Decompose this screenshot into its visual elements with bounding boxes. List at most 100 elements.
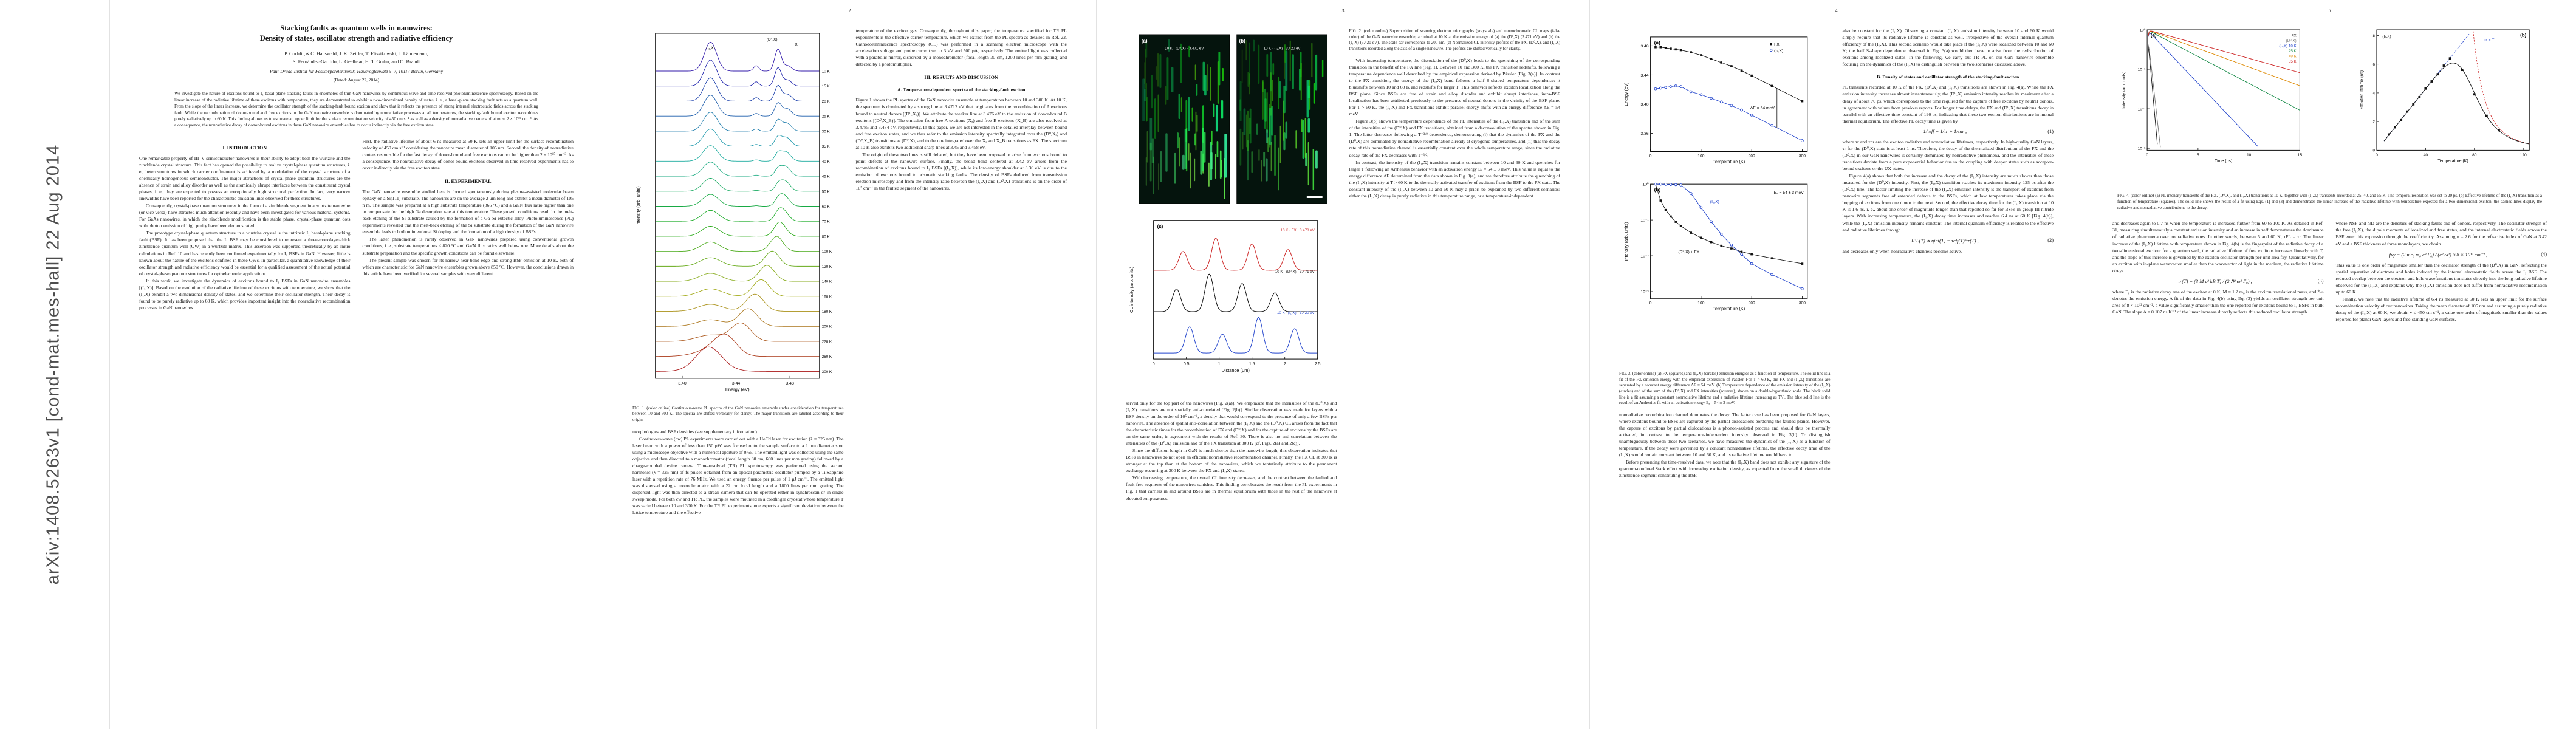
svg-text:10⁰: 10⁰ (1642, 182, 1649, 187)
svg-text:180 K: 180 K (822, 310, 832, 314)
svg-text:Effective lifetime (ns): Effective lifetime (ns) (2360, 70, 2364, 110)
arxiv-watermark: arXiv:1408.5263v1 [cond-mat.mes-hall] 22… (43, 144, 63, 585)
svg-text:1: 1 (1218, 362, 1221, 366)
paragraph: PL transients recorded at 10 K of the FX… (1842, 84, 2054, 124)
svg-text:25 K: 25 K (2289, 49, 2297, 53)
svg-text:35 K: 35 K (822, 145, 831, 149)
svg-text:0: 0 (2146, 153, 2148, 157)
paragraph: Figure 4(a) shows that both the increase… (1842, 173, 2054, 233)
figure-4-block: FX (D⁰,X) (I₁,X) 10 K 25 K 40 K 55 K 0 5 10 15 10⁰… (2117, 19, 2542, 211)
svg-text:10 K · (I₁,X) · 3.420 eV: 10 K · (I₁,X) · 3.420 eV (1277, 311, 1315, 315)
svg-text:10 K · (D⁰,X) · 3.471 eV: 10 K · (D⁰,X) · 3.471 eV (1275, 270, 1315, 274)
figure-1-pl-spectra: 10 K 15 K 20 K 25 K 30 K 35 K 40 K 45 K 50 K 60 K… (635, 33, 832, 392)
page-1: Stacking faults as quantum wells in nano… (109, 0, 603, 729)
svg-text:6: 6 (2373, 63, 2376, 67)
svg-text:100 K: 100 K (822, 250, 832, 254)
svg-text:3.36: 3.36 (1641, 132, 1649, 136)
figure-3-energies-and-intensities: 3.36 3.40 3.44 3.48 0 100 200 300 Temperature (K… (1623, 36, 1808, 312)
page-2: 2 10 K 15 K 20 K 25 K 30 K 35 K 40 K 45 K 50 K 60… (603, 0, 1096, 729)
svg-text:FX: FX (2292, 33, 2297, 38)
paragraph: One remarkable property of III–V semicon… (139, 155, 351, 201)
svg-text:10 K · (D⁰,X) · 3.471 eV: 10 K · (D⁰,X) · 3.471 eV (1165, 47, 1204, 51)
section-heading-introduction: I. INTRODUCTION (222, 145, 267, 151)
svg-text:(b): (b) (2520, 32, 2527, 38)
column-left: I. INTRODUCTION One remarkable property … (139, 138, 351, 311)
svg-text:1.5: 1.5 (1249, 362, 1255, 366)
paragraph: where Γ₀ is the radiative decay rate of … (2112, 289, 2324, 315)
svg-text:300: 300 (1799, 301, 1806, 306)
svg-text:5: 5 (2197, 153, 2199, 157)
svg-text:120: 120 (2520, 153, 2527, 157)
svg-text:Energy (eV): Energy (eV) (1623, 83, 1629, 106)
page-4: 4 3.36 3.40 3.44 3.48 0 100 200 300 Temperature … (1589, 0, 2083, 729)
svg-text:(I₁,X) 10 K: (I₁,X) 10 K (2279, 44, 2297, 48)
svg-text:260 K: 260 K (822, 355, 832, 359)
equation-3-body: τr(T) = (3 M c² kB T) / (2 ℏ² ω² Γ₀) , (2177, 278, 2252, 284)
svg-text:0: 0 (2376, 153, 2378, 157)
svg-text:0.5: 0.5 (1184, 362, 1190, 366)
paragraph: also be constant for the (I₁,X). Observi… (1842, 28, 2054, 67)
svg-text:Energy (eV): Energy (eV) (725, 387, 750, 392)
paragraph: served only for the top part of the nano… (1126, 400, 1337, 446)
svg-text:200 K: 200 K (822, 325, 832, 329)
svg-text:0: 0 (1153, 362, 1155, 366)
svg-text:(D⁰,X) + FX: (D⁰,X) + FX (1678, 249, 1699, 254)
svg-text:ΔE = 54 meV: ΔE = 54 meV (1750, 106, 1775, 110)
svg-text:10⁻²: 10⁻² (2138, 107, 2146, 111)
paragraph: The origin of these two lines is still d… (855, 151, 1067, 191)
svg-text:8: 8 (2373, 34, 2376, 38)
equation-1: 1/τeff = 1/τr + 1/τnr , (1) (1843, 129, 2054, 134)
svg-text:160 K: 160 K (822, 295, 832, 299)
svg-text:(a): (a) (1142, 38, 1148, 44)
svg-text:(b): (b) (1654, 187, 1661, 193)
svg-text:(D⁰,X): (D⁰,X) (2286, 39, 2297, 43)
paragraph: and decreases only when nonradiative cha… (1842, 248, 1962, 254)
svg-text:10⁻²: 10⁻² (1640, 255, 1649, 259)
svg-text:FX: FX (1774, 43, 1780, 47)
affiliation: Paul-Drude-Institut für Festkörperelektr… (269, 69, 444, 75)
paragraph: The prototype crystal-phase quantum stru… (139, 230, 351, 276)
svg-text:Temperature (K): Temperature (K) (2437, 159, 2468, 163)
svg-text:(I₁,X): (I₁,X) (1710, 200, 1719, 204)
svg-text:2: 2 (1284, 362, 1286, 366)
subsection-heading-a: A. Temperature-dependent spectra of the … (897, 87, 1026, 93)
svg-text:2: 2 (2373, 120, 2376, 124)
svg-text:200: 200 (1749, 301, 1756, 306)
svg-text:(D⁰,X): (D⁰,X) (767, 38, 778, 42)
paper-title: Stacking faults as quantum wells in nano… (259, 24, 453, 43)
abstract: We investigate the nature of excitons bo… (174, 91, 538, 128)
paragraph: nonradiative recombination channel domin… (1619, 411, 1831, 458)
svg-text:25 K: 25 K (822, 115, 831, 119)
two-column-body: I. INTRODUCTION One remarkable property … (139, 138, 574, 311)
paragraph: Since the diffusion length in GaN is muc… (1126, 448, 1337, 474)
two-column-body: 10 K 15 K 20 K 25 K 30 K 35 K 40 K 45 K 50 K 60 K… (632, 27, 1067, 516)
paragraph: This value is one order of magnitude sma… (2335, 262, 2547, 295)
column-left: 10 K 15 K 20 K 25 K 30 K 35 K 40 K 45 K 50 K 60 K… (632, 27, 844, 516)
figure-4-transients-and-lifetimes: FX(D⁰,X)(I₁,X) 10 K25 K40 K 55 K 0 5 10 15 10⁰… (2122, 28, 2530, 163)
two-column-body: (a) 10 K · (D⁰,X) · 3.471 eV (b) 10 K · (I₁… (1126, 27, 1560, 502)
svg-text:(b): (b) (1239, 38, 1245, 44)
svg-text:200: 200 (1749, 154, 1756, 158)
paragraph: where NSF and ND are the densities of st… (2335, 221, 2547, 247)
paragraph: morphologies and BSF densities (see supp… (632, 428, 758, 434)
svg-text:Intensity (arb. units): Intensity (arb. units) (2122, 72, 2126, 109)
paragraph: Figure 1 shows the PL spectra of the GaN… (855, 97, 1067, 150)
date-line: (Dated: August 22, 2014) (333, 77, 380, 83)
svg-text:0: 0 (1649, 301, 1652, 306)
figure-2-caption: FIG. 2. (color online) Superposition of … (1349, 29, 1561, 51)
column-right: FIG. 2. (color online) Superposition of … (1349, 27, 1561, 502)
svg-text:140 K: 140 K (822, 280, 832, 284)
paragraph: With increasing temperature, the overall… (1126, 475, 1337, 501)
equation-2-body: IPL(T) ∝ ηint(T) = τeff(T)/τr(T) , (1911, 238, 1979, 244)
svg-text:80 K: 80 K (822, 234, 831, 239)
page-number: 3 (1341, 8, 1345, 13)
svg-text:10 K · FX · 3.478 eV: 10 K · FX · 3.478 eV (1281, 228, 1315, 233)
svg-text:10⁻¹: 10⁻¹ (2138, 67, 2146, 72)
svg-text:55 K: 55 K (2289, 60, 2297, 64)
figure-3-caption: FIG. 3. (color online) (a) FX (squares) … (1619, 371, 1831, 406)
equation-1-body: 1/τeff = 1/τr + 1/τnr , (1923, 128, 1967, 134)
two-column-body: and decreases again to 0.7 ns when the t… (2112, 220, 2547, 323)
equation-4-body: fxy = (2 n ε₀ m₀ c³ Γ₀) / (e² ω²) ≈ 8 × … (2389, 252, 2487, 258)
svg-text:Temperature (K): Temperature (K) (1713, 306, 1745, 312)
